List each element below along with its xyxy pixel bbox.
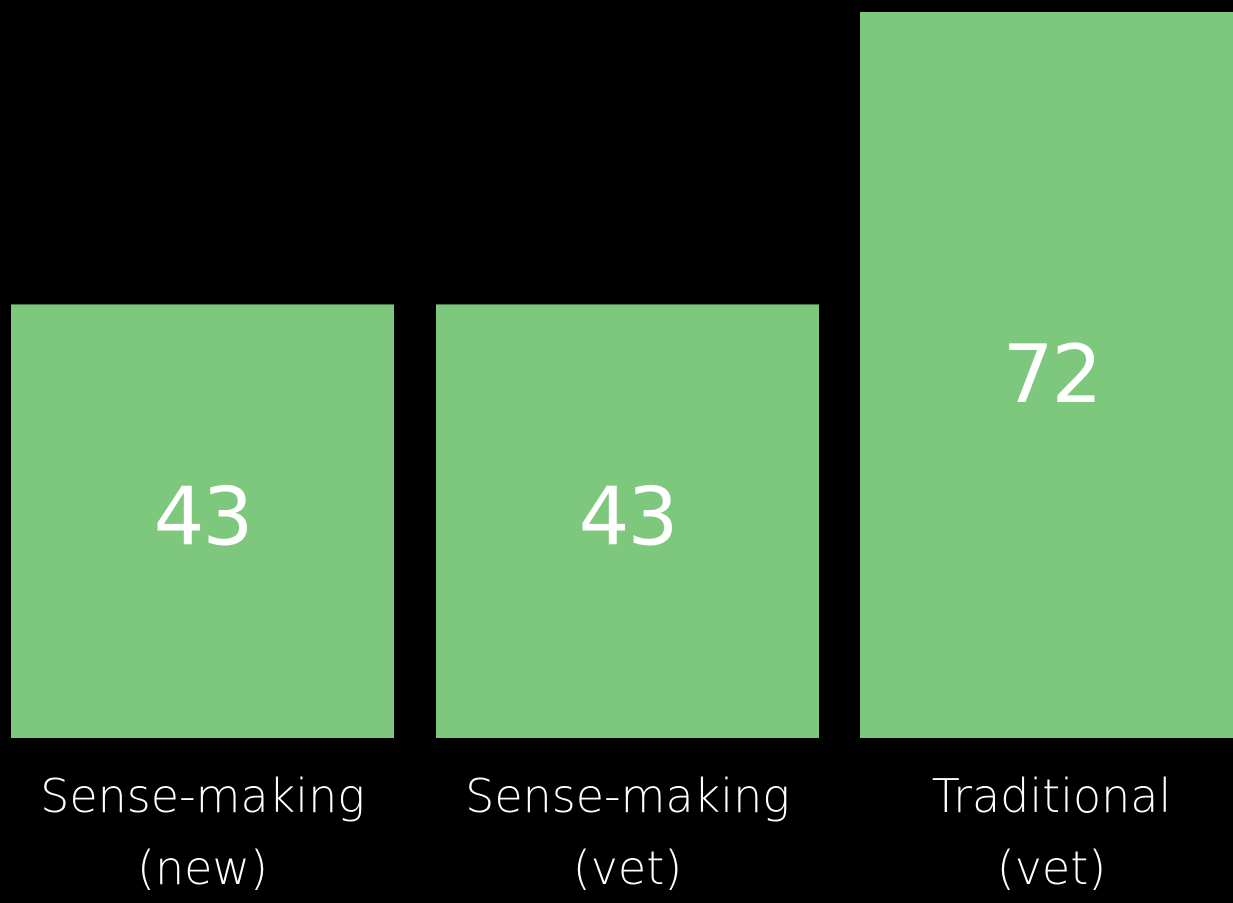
category-label-2-line-1: Sense-making [465, 769, 790, 823]
bar-value-label-2: 43 [579, 470, 677, 563]
bar-2 [436, 304, 819, 738]
category-label-3-line-1: Traditional [932, 769, 1172, 823]
bar-3 [860, 12, 1233, 738]
category-label-1-line-2: (new) [137, 841, 268, 895]
bar-value-label-3: 72 [1003, 328, 1101, 421]
bar-value-label-1: 43 [154, 470, 252, 563]
category-label-2-line-2: (vet) [573, 841, 682, 895]
category-label-1-line-1: Sense-making [40, 769, 365, 823]
bar-1 [11, 304, 394, 738]
category-label-3-line-2: (vet) [997, 841, 1106, 895]
